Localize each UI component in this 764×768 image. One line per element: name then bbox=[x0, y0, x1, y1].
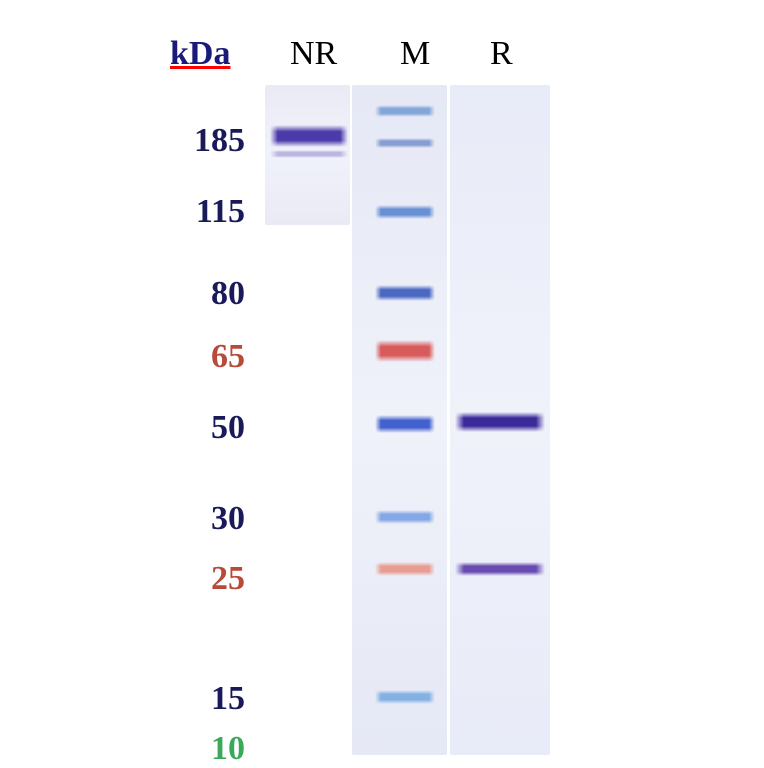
band-nr-1 bbox=[270, 150, 348, 158]
band-m-3 bbox=[375, 285, 435, 301]
lane-header-r: R bbox=[490, 35, 513, 73]
band-r-0 bbox=[455, 412, 545, 432]
band-m-6 bbox=[375, 510, 435, 524]
mw-label-50: 50 bbox=[211, 409, 245, 447]
band-nr-0 bbox=[270, 125, 348, 147]
mw-label-80: 80 bbox=[211, 275, 245, 313]
band-m-1 bbox=[375, 138, 435, 148]
kda-header: kDa bbox=[170, 35, 230, 73]
mw-label-65: 65 bbox=[211, 338, 245, 376]
band-m-4 bbox=[375, 340, 435, 362]
lane-header-nr: NR bbox=[290, 35, 337, 73]
band-m-8 bbox=[375, 690, 435, 704]
band-m-2 bbox=[375, 205, 435, 219]
mw-label-185: 185 bbox=[194, 122, 245, 160]
mw-label-115: 115 bbox=[196, 193, 245, 231]
band-m-0 bbox=[375, 105, 435, 117]
mw-label-10: 10 bbox=[211, 730, 245, 768]
mw-label-15: 15 bbox=[211, 680, 245, 718]
gel-image-container: kDa NRMR 18511580655030251510 bbox=[0, 0, 764, 764]
lane-header-m: M bbox=[400, 35, 430, 73]
band-m-5 bbox=[375, 415, 435, 433]
mw-label-25: 25 bbox=[211, 560, 245, 598]
band-r-1 bbox=[455, 562, 545, 576]
mw-label-30: 30 bbox=[211, 500, 245, 538]
band-m-7 bbox=[375, 562, 435, 576]
